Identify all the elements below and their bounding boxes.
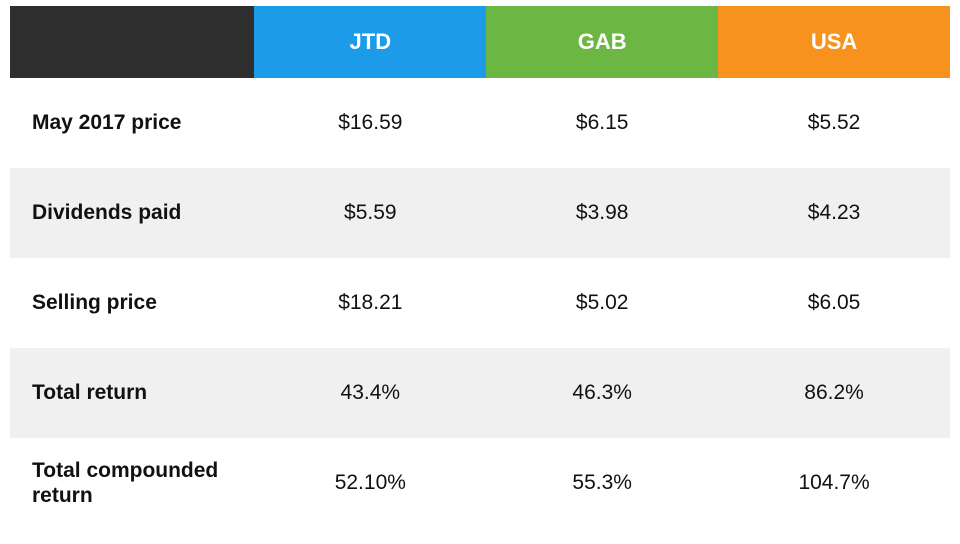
cell: $4.23 xyxy=(718,168,950,258)
row-label: May 2017 price xyxy=(10,78,254,168)
cell: $6.05 xyxy=(718,258,950,348)
table-row: Dividends paid $5.59 $3.98 $4.23 xyxy=(10,168,950,258)
row-label: Selling price xyxy=(10,258,254,348)
cell: $5.52 xyxy=(718,78,950,168)
header-blank xyxy=(10,6,254,78)
cell: 55.3% xyxy=(486,438,718,528)
header-col-0: JTD xyxy=(254,6,486,78)
cell: $5.02 xyxy=(486,258,718,348)
cell: $18.21 xyxy=(254,258,486,348)
cell: $16.59 xyxy=(254,78,486,168)
row-label: Total return xyxy=(10,348,254,438)
header-row: JTD GAB USA xyxy=(10,6,950,78)
cell: $3.98 xyxy=(486,168,718,258)
header-col-2: USA xyxy=(718,6,950,78)
cell: 46.3% xyxy=(486,348,718,438)
row-label: Total compounded return xyxy=(10,438,254,528)
table-row: Total return 43.4% 46.3% 86.2% xyxy=(10,348,950,438)
table-row: Total compounded return 52.10% 55.3% 104… xyxy=(10,438,950,528)
header-col-1: GAB xyxy=(486,6,718,78)
cell: 52.10% xyxy=(254,438,486,528)
cell: 86.2% xyxy=(718,348,950,438)
row-label: Dividends paid xyxy=(10,168,254,258)
table-body: May 2017 price $16.59 $6.15 $5.52 Divide… xyxy=(10,78,950,528)
cell: 104.7% xyxy=(718,438,950,528)
cell: $5.59 xyxy=(254,168,486,258)
cell: 43.4% xyxy=(254,348,486,438)
cell: $6.15 xyxy=(486,78,718,168)
table-row: Selling price $18.21 $5.02 $6.05 xyxy=(10,258,950,348)
returns-table: JTD GAB USA May 2017 price $16.59 $6.15 … xyxy=(10,6,950,528)
table-row: May 2017 price $16.59 $6.15 $5.52 xyxy=(10,78,950,168)
